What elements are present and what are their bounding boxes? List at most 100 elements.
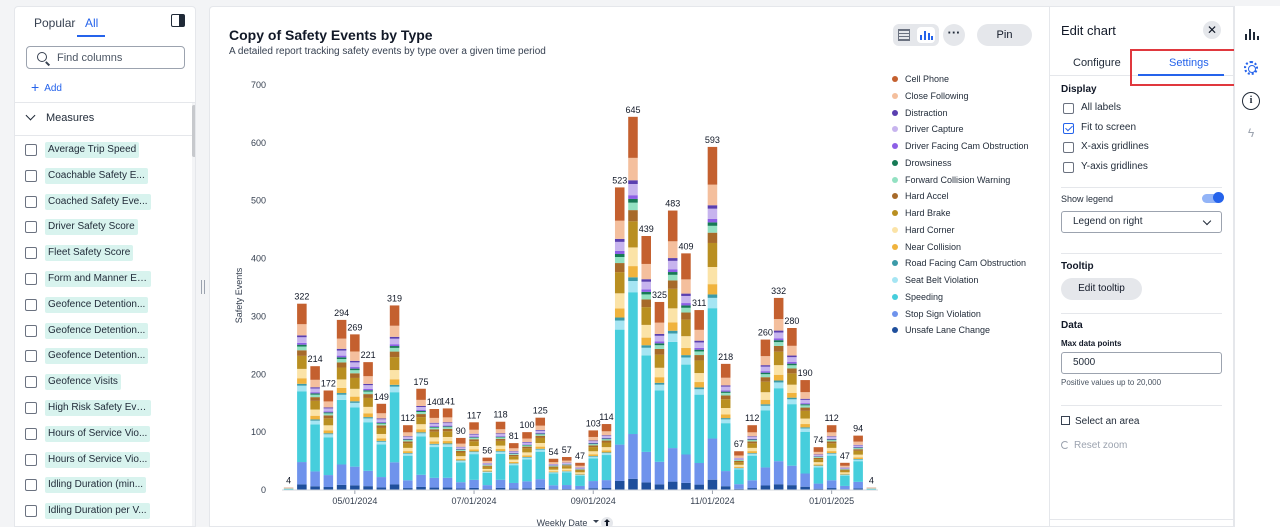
bar-segment[interactable] — [681, 279, 691, 294]
bar-segment[interactable] — [522, 446, 532, 449]
bar-segment[interactable] — [336, 393, 347, 395]
bar-segment[interactable] — [469, 487, 479, 490]
bar-segment[interactable] — [310, 420, 320, 425]
bar-segment[interactable] — [840, 475, 850, 486]
bar-segment[interactable] — [350, 377, 360, 389]
bar-segment[interactable] — [667, 333, 678, 342]
bar-segment[interactable] — [853, 445, 863, 448]
measure-item[interactable]: Idling Duration per V... — [15, 499, 190, 525]
bar-segment[interactable] — [707, 284, 718, 295]
bar-segment[interactable] — [469, 434, 479, 437]
bar-segment[interactable] — [641, 291, 651, 295]
bar-segment[interactable] — [297, 346, 307, 351]
tab-configure[interactable]: Configure — [1073, 57, 1121, 69]
bar-segment[interactable] — [813, 459, 824, 463]
bar-segment[interactable] — [614, 480, 625, 490]
bar-segment[interactable] — [416, 429, 426, 433]
bar-segment[interactable] — [429, 409, 440, 418]
bar-segment[interactable] — [323, 418, 334, 426]
bar-segment[interactable] — [535, 433, 546, 435]
bar-segment[interactable] — [429, 487, 440, 490]
bar-segment[interactable] — [509, 453, 519, 455]
bar-segment[interactable] — [416, 406, 426, 411]
bar-segment[interactable] — [350, 401, 360, 403]
bar-segment[interactable] — [323, 407, 334, 409]
tab-settings[interactable]: Settings — [1169, 57, 1209, 69]
bar-segment[interactable] — [310, 394, 320, 398]
bar-segment[interactable] — [456, 450, 466, 453]
bar-segment[interactable] — [720, 385, 731, 387]
bar-segment[interactable] — [720, 471, 731, 487]
display-option-checkbox[interactable] — [1063, 162, 1074, 174]
bar-segment[interactable] — [350, 362, 360, 368]
settings-gear-icon[interactable] — [1242, 59, 1260, 77]
legend-item[interactable]: Driver Facing Cam Obstruction — [891, 140, 1041, 157]
bar-segment[interactable] — [628, 157, 638, 181]
bar-segment[interactable] — [747, 432, 757, 437]
bar-segment[interactable] — [800, 392, 810, 399]
bar-segment[interactable] — [535, 435, 546, 438]
bar-segment[interactable] — [641, 263, 651, 280]
bar-segment[interactable] — [588, 436, 599, 441]
bar-segment[interactable] — [495, 445, 506, 450]
bar-segment[interactable] — [720, 486, 731, 490]
bar-segment[interactable] — [416, 411, 426, 413]
bar-segment[interactable] — [628, 210, 638, 222]
bar-segment[interactable] — [416, 417, 426, 425]
x-axis-title[interactable]: Weekly Date — [537, 518, 588, 527]
bar-segment[interactable] — [787, 368, 797, 374]
bar-segment[interactable] — [389, 336, 400, 339]
bar-segment[interactable] — [456, 488, 466, 490]
bar-segment[interactable] — [734, 460, 744, 463]
bar-segment[interactable] — [654, 343, 665, 346]
bar-segment[interactable] — [469, 439, 479, 442]
bar-segment[interactable] — [641, 281, 651, 290]
measure-checkbox[interactable] — [25, 247, 37, 260]
bar-segment[interactable] — [654, 301, 665, 323]
bar-segment[interactable] — [654, 341, 665, 344]
bar-segment[interactable] — [297, 355, 307, 369]
measure-checkbox[interactable] — [25, 427, 37, 440]
bar-segment[interactable] — [561, 465, 572, 467]
bar-segment[interactable] — [628, 266, 638, 278]
bar-segment[interactable] — [707, 438, 718, 480]
bar-segment[interactable] — [800, 427, 810, 429]
bar-segment[interactable] — [336, 484, 347, 490]
bar-segment[interactable] — [310, 397, 320, 401]
legend-item[interactable]: Seat Belt Violation — [891, 274, 1041, 291]
bar-segment[interactable] — [667, 341, 678, 449]
bar-segment[interactable] — [376, 438, 387, 441]
bar-segment[interactable] — [601, 480, 612, 489]
bar-segment[interactable] — [628, 183, 638, 196]
bar-segment[interactable] — [297, 378, 307, 384]
bar-segment[interactable] — [681, 312, 691, 320]
bar-segment[interactable] — [350, 373, 360, 378]
bar-segment[interactable] — [641, 482, 651, 490]
bar-segment[interactable] — [495, 433, 506, 435]
bar-segment[interactable] — [734, 464, 744, 467]
bar-segment[interactable] — [787, 397, 797, 400]
legend-item[interactable]: Unsafe Lane Change — [891, 324, 1041, 341]
bar-segment[interactable] — [614, 444, 625, 481]
bar-segment[interactable] — [535, 437, 546, 443]
bar-segment[interactable] — [442, 417, 453, 423]
bar-segment[interactable] — [509, 459, 519, 462]
bar-segment[interactable] — [495, 438, 506, 441]
bar-segment[interactable] — [376, 419, 387, 422]
bar-segment[interactable] — [826, 453, 837, 454]
bar-segment[interactable] — [694, 342, 704, 348]
bar-segment[interactable] — [323, 413, 334, 416]
bar-segment[interactable] — [350, 368, 360, 371]
bar-segment[interactable] — [310, 409, 320, 416]
bar-segment[interactable] — [800, 418, 810, 425]
bar-segment[interactable] — [760, 374, 771, 378]
bar-segment[interactable] — [720, 414, 731, 419]
bar-segment[interactable] — [522, 445, 532, 447]
bar-segment[interactable] — [561, 470, 572, 472]
bar-segment[interactable] — [694, 310, 704, 330]
bar-segment[interactable] — [588, 454, 599, 457]
measure-checkbox[interactable] — [25, 221, 37, 234]
bar-segment[interactable] — [747, 488, 757, 490]
bar-segment[interactable] — [747, 438, 757, 440]
bar-segment[interactable] — [575, 485, 585, 490]
